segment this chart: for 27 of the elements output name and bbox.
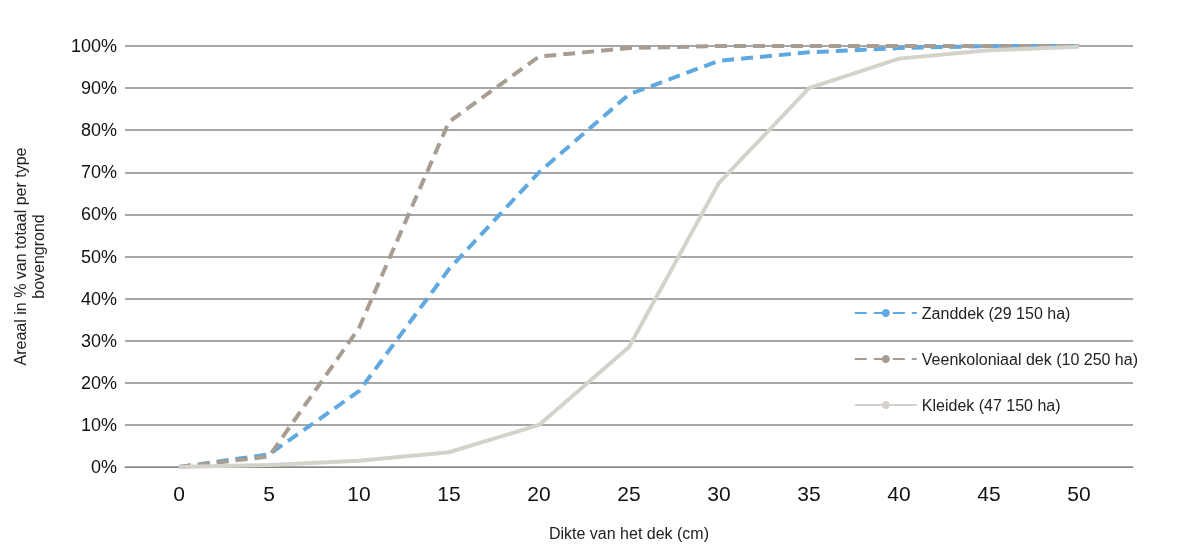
x-tick-label: 45 — [977, 482, 1001, 505]
y-tick-label: 90% — [80, 78, 117, 99]
x-tick-label: 35 — [797, 482, 821, 505]
y-tick-label: 80% — [80, 120, 117, 141]
x-axis-title: Dikte van het dek (cm) — [548, 524, 710, 542]
y-tick-label: 40% — [80, 288, 117, 309]
legend-label: Veenkoloniaal dek (10 250 ha) — [921, 350, 1139, 368]
x-tick-label: 25 — [617, 482, 641, 505]
y-tick-label: 100% — [70, 36, 117, 56]
y-tick-label: 0% — [90, 457, 117, 477]
y-tick-label: 10% — [80, 414, 117, 435]
y-axis-title: Areaal in % van totaal per type bovengrond — [11, 147, 47, 366]
x-tick-label: 50 — [1067, 482, 1091, 505]
x-tick-label: 30 — [707, 482, 731, 505]
x-tick-label: 15 — [437, 482, 461, 505]
legend-label: Zanddek (29 150 ha) — [921, 304, 1071, 322]
x-tick-label: 5 — [263, 482, 275, 505]
y-tick-label: 20% — [80, 372, 117, 393]
x-tick-label: 20 — [527, 482, 551, 505]
y-tick-label: 60% — [80, 204, 117, 225]
y-tick-label: 30% — [80, 330, 117, 351]
x-tick-label: 10 — [347, 482, 371, 505]
x-tick-label: 0 — [173, 482, 185, 505]
y-tick-label: 50% — [80, 246, 117, 267]
legend-label: Kleidek (47 150 ha) — [921, 396, 1061, 414]
y-tick-label: 70% — [80, 162, 117, 183]
x-tick-label: 40 — [887, 482, 911, 505]
